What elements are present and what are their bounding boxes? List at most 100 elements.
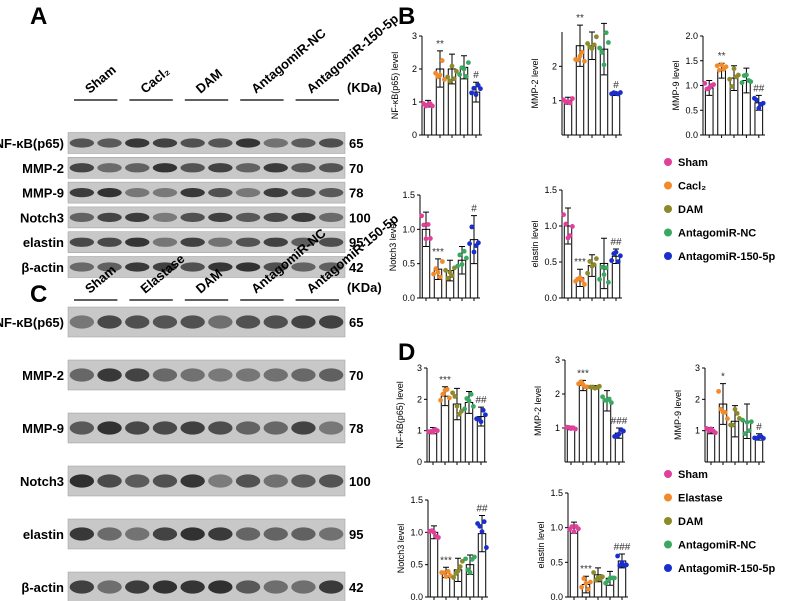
point-deco — [582, 281, 587, 287]
blot-band — [97, 138, 122, 148]
kda-label: 42 — [349, 580, 363, 595]
blot-band — [97, 315, 122, 329]
blot-band — [318, 187, 344, 198]
point-deco — [431, 271, 436, 277]
point-deco — [469, 90, 474, 96]
panel-label: D — [398, 339, 415, 366]
legend-label: Elastase — [678, 493, 723, 505]
legend-label: AntagomiR-150-5p — [678, 251, 775, 263]
point-deco — [615, 259, 621, 265]
point-deco — [612, 575, 617, 581]
significance: # — [473, 70, 479, 81]
point-deco — [483, 412, 488, 418]
point-deco — [439, 58, 445, 63]
point-deco — [600, 574, 605, 580]
point-deco — [419, 213, 424, 219]
legend-marker — [664, 205, 672, 213]
blot-band — [235, 262, 261, 272]
kda-label: 100 — [349, 210, 371, 225]
point-deco — [444, 387, 450, 392]
point-deco — [443, 574, 449, 579]
point-deco — [449, 63, 455, 69]
kda-label: 95 — [349, 527, 363, 542]
point-deco — [447, 78, 453, 84]
y-tick-label: 1 — [552, 96, 557, 106]
point-deco — [467, 241, 472, 247]
point-deco — [600, 394, 605, 400]
blot-band — [180, 527, 205, 541]
significance: *** — [432, 247, 444, 258]
point-deco — [437, 274, 443, 280]
blot-band — [263, 474, 288, 488]
point-deco — [579, 277, 585, 283]
legend-label: DAM — [678, 516, 703, 528]
kda-label: 65 — [349, 315, 363, 330]
panel-label: B — [398, 3, 415, 30]
point-deco — [711, 82, 716, 87]
point-deco — [730, 422, 736, 428]
legend-marker — [664, 517, 672, 525]
point-deco — [606, 40, 611, 45]
blot-band — [69, 138, 95, 148]
point-deco — [603, 265, 609, 271]
significance: ### — [611, 416, 628, 427]
point-deco — [435, 269, 441, 275]
blot-band — [180, 474, 205, 488]
point-deco — [435, 428, 440, 434]
blot-band — [318, 580, 344, 594]
blot-band — [125, 262, 150, 272]
y-tick-label: 1.0 — [410, 527, 423, 537]
point-deco — [561, 212, 566, 218]
blot-band — [235, 580, 261, 594]
blot-band — [152, 212, 178, 223]
point-deco — [447, 395, 452, 401]
point-deco — [717, 67, 722, 73]
significance: *** — [577, 368, 589, 379]
blot-band — [180, 187, 205, 198]
group-label: Sham — [82, 62, 119, 96]
point-deco — [723, 64, 729, 70]
blot-band — [97, 580, 122, 594]
point-deco — [760, 100, 766, 106]
row-label: MMP-2 — [22, 368, 64, 383]
blot-band — [291, 163, 316, 173]
y-tick-label: 1.5 — [544, 185, 557, 195]
row-label: NF-κB(p65) — [0, 315, 64, 330]
blot-band — [97, 163, 122, 173]
blot-band — [69, 212, 95, 223]
blot-band — [125, 237, 150, 247]
legend-marker — [664, 564, 672, 572]
blot-band — [125, 315, 150, 329]
point-deco — [742, 431, 748, 437]
point-deco — [585, 586, 591, 592]
bar — [611, 93, 621, 136]
blot-band — [263, 421, 288, 435]
significance: ## — [610, 237, 622, 248]
blot-band — [235, 474, 261, 488]
point-deco — [463, 74, 469, 79]
blot-band — [291, 580, 316, 594]
point-deco — [702, 80, 708, 86]
blot-band — [291, 212, 316, 223]
point-deco — [457, 564, 463, 570]
point-deco — [451, 575, 456, 580]
blot-band — [97, 527, 122, 541]
y-tick-label: 1.5 — [402, 190, 415, 200]
y-tick-label: 2 — [555, 389, 560, 399]
blot-band — [180, 315, 205, 329]
legend-label: DAM — [678, 204, 703, 216]
error-bar — [720, 383, 726, 425]
blot-band — [318, 421, 344, 435]
point-deco — [744, 72, 749, 78]
blot-band — [152, 368, 178, 382]
blot-band — [318, 474, 344, 488]
bar — [428, 430, 438, 463]
blot-band — [318, 212, 344, 223]
blot-band — [125, 474, 150, 488]
row-label: Notch3 — [20, 474, 64, 489]
point-deco — [425, 222, 431, 227]
y-tick-label: 1.0 — [550, 523, 563, 533]
point-deco — [455, 263, 460, 269]
point-deco — [575, 57, 581, 63]
panel-label: C — [30, 281, 47, 308]
